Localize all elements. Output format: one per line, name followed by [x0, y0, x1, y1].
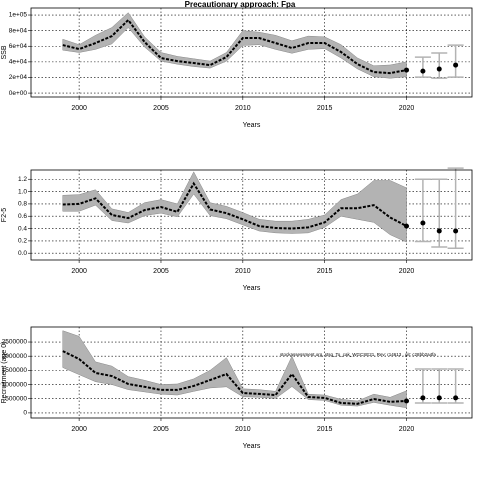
point: [420, 220, 426, 226]
point: [453, 228, 459, 234]
y-tick-label: 1e+05: [9, 12, 28, 19]
y-tick-label: 0.0: [18, 250, 27, 257]
x-axis-label: Years: [243, 443, 261, 450]
y-tick-label: 0.2: [18, 238, 27, 245]
x-tick-label: 2015: [317, 426, 333, 433]
y-tick-label: 2e+04: [9, 74, 28, 81]
x-tick-label: 2010: [235, 426, 251, 433]
y-tick-label: 500000: [5, 395, 27, 402]
error-bar: [431, 178, 448, 248]
error-bar: [447, 44, 464, 78]
point: [420, 68, 426, 74]
x-tick-label: 2005: [153, 105, 169, 112]
point: [436, 66, 442, 72]
point: [420, 395, 426, 401]
x-tick-label: 2015: [317, 105, 333, 112]
median-line: [62, 18, 407, 75]
y-tick-label: 8e+04: [9, 27, 28, 34]
y-axis-label: SSB: [1, 45, 8, 59]
x-tick-label: 2000: [71, 268, 87, 275]
y-tick-label: 0e+00: [9, 90, 28, 97]
x-tick-label: 2010: [235, 268, 251, 275]
y-tick-label: 0.6: [18, 213, 27, 220]
median-line: [62, 181, 407, 230]
plot-frame: [30, 7, 473, 98]
point: [453, 395, 459, 401]
y-tick-label: 0: [23, 410, 27, 417]
point: [404, 398, 410, 404]
error-bar: [414, 56, 431, 78]
y-tick-label: 1000000: [2, 381, 28, 388]
plot-frame: [30, 169, 473, 261]
y-axis-label: F2-5: [1, 208, 8, 223]
error-bar: [431, 52, 448, 79]
y-tick-label: 1.0: [18, 188, 27, 195]
y-tick-label: 4e+04: [9, 59, 28, 66]
y-axis-label: Recruitment (age 0): [1, 342, 8, 404]
confidence-band: [62, 12, 407, 79]
x-axis-label: Years: [243, 122, 261, 129]
plot-frame: [30, 326, 473, 419]
x-tick-label: 2005: [153, 268, 169, 275]
point: [404, 223, 410, 229]
x-tick-label: 2005: [153, 426, 169, 433]
y-tick-label: 1500000: [2, 367, 28, 374]
chart-title: Precautionary approach: Fpa: [185, 0, 296, 9]
x-tick-label: 2020: [399, 105, 415, 112]
x-tick-label: 2000: [71, 105, 87, 112]
confidence-band: [62, 171, 407, 243]
x-tick-label: 2000: [71, 426, 87, 433]
error-bar: [414, 178, 431, 243]
point: [453, 62, 459, 68]
y-tick-label: 0.4: [18, 225, 27, 232]
y-tick-label: 2500000: [2, 339, 28, 346]
error-bar: [447, 167, 464, 250]
x-tick-label: 2020: [399, 268, 415, 275]
point: [436, 228, 442, 234]
y-tick-label: 1.2: [18, 176, 27, 183]
x-tick-label: 2010: [235, 105, 251, 112]
median-line: [62, 350, 407, 405]
x-tick-label: 2020: [399, 426, 415, 433]
y-tick-label: 2000000: [2, 353, 28, 360]
annotation: stockassessment.org, stsg_To_cak_WGCSE21…: [280, 352, 436, 357]
y-tick-label: 0.8: [18, 201, 27, 208]
point: [404, 67, 410, 73]
y-tick-label: 6e+04: [9, 43, 28, 50]
x-tick-label: 2015: [317, 268, 333, 275]
point: [436, 395, 442, 401]
x-axis-label: Years: [243, 285, 261, 292]
